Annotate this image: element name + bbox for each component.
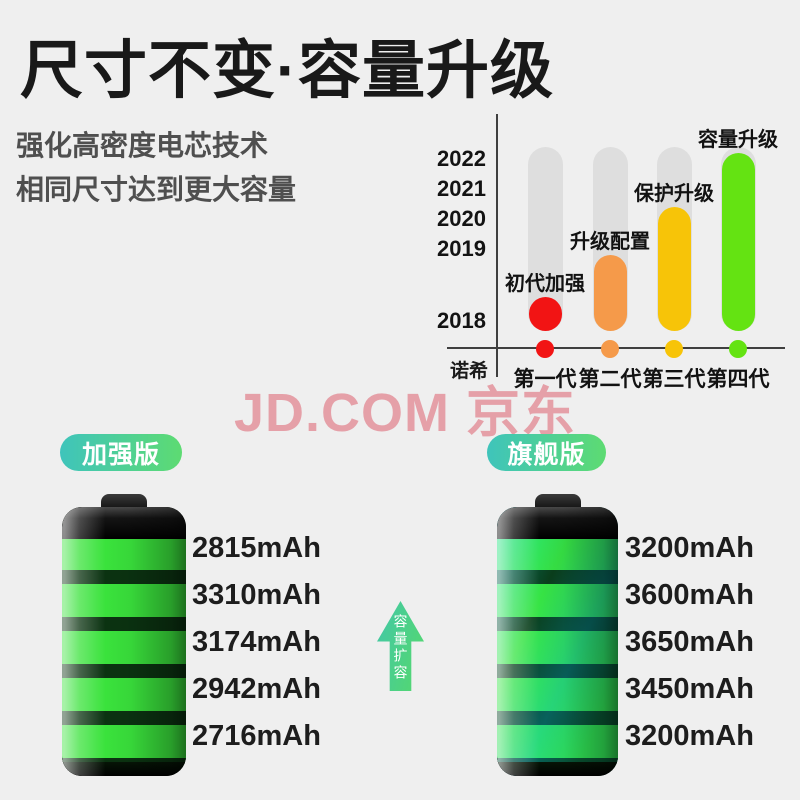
chart-category-label: 第一代 xyxy=(513,368,577,391)
chart-axis-dot xyxy=(536,340,554,358)
chart-year-tick: 2019 xyxy=(437,236,486,261)
battery-gloss xyxy=(62,507,186,776)
chart-annotation: 保护升级 xyxy=(634,183,714,205)
page-title: 尺寸不变·容量升级 xyxy=(20,36,554,106)
chart-bar xyxy=(528,297,562,331)
chart-axis-dot xyxy=(665,340,683,358)
capacity-value: 3174mAh xyxy=(192,626,321,658)
subtitle-line-2: 相同尺寸达到更大容量 xyxy=(16,174,297,205)
chart-annotation: 初代加强 xyxy=(505,273,585,295)
chart-year-tick: 2022 xyxy=(437,146,486,171)
chart-annotation: 升级配置 xyxy=(570,231,650,253)
chart-category-label: 第二代 xyxy=(578,368,642,391)
chart-annotation: 容量升级 xyxy=(698,129,778,151)
chart-bar xyxy=(721,153,755,331)
chart-axis-dot xyxy=(601,340,619,358)
capacity-value: 3200mAh xyxy=(625,532,754,564)
battery-body xyxy=(62,507,186,776)
chart-bar xyxy=(657,207,691,331)
arrow-label: 容量扩容 xyxy=(392,614,409,682)
flagship-version-badge: 旗舰版 xyxy=(487,434,606,471)
chart-brand-label: 诺希 xyxy=(449,361,488,382)
capacity-value: 3200mAh xyxy=(625,720,754,752)
flagship-battery-image xyxy=(497,494,618,776)
subtitle: 强化高密度电芯技术 相同尺寸达到更大容量 xyxy=(16,124,296,212)
jd-watermark: JD.COM 京东 xyxy=(233,383,577,443)
chart-axis-dot xyxy=(729,340,747,358)
chart-year-tick: 2018 xyxy=(437,308,486,333)
chart-bar xyxy=(593,255,627,331)
enhanced-capacity-list: 2815mAh 3310mAh 3174mAh 2942mAh 2716mAh xyxy=(192,531,321,766)
capacity-value: 3600mAh xyxy=(625,579,754,611)
chart-category-label: 第四代 xyxy=(706,368,770,391)
capacity-value: 2716mAh xyxy=(192,720,321,752)
battery-body xyxy=(497,507,618,776)
capacity-expand-arrow-icon: 容量扩容 xyxy=(377,601,424,691)
flagship-capacity-list: 3200mAh 3600mAh 3650mAh 3450mAh 3200mAh xyxy=(625,531,754,766)
subtitle-line-1: 强化高密度电芯技术 xyxy=(16,130,269,161)
enhanced-version-badge: 加强版 xyxy=(60,434,182,471)
capacity-value: 2815mAh xyxy=(192,532,321,564)
chart-year-tick: 2020 xyxy=(437,206,486,231)
capacity-value: 3650mAh xyxy=(625,626,754,658)
chart-y-axis-line xyxy=(496,114,498,377)
enhanced-battery-image xyxy=(62,494,186,776)
capacity-value: 3450mAh xyxy=(625,673,754,705)
battery-gloss xyxy=(497,507,618,776)
capacity-value: 3310mAh xyxy=(192,579,321,611)
capacity-value: 2942mAh xyxy=(192,673,321,705)
chart-category-label: 第三代 xyxy=(642,368,706,391)
chart-year-tick: 2021 xyxy=(437,176,486,201)
